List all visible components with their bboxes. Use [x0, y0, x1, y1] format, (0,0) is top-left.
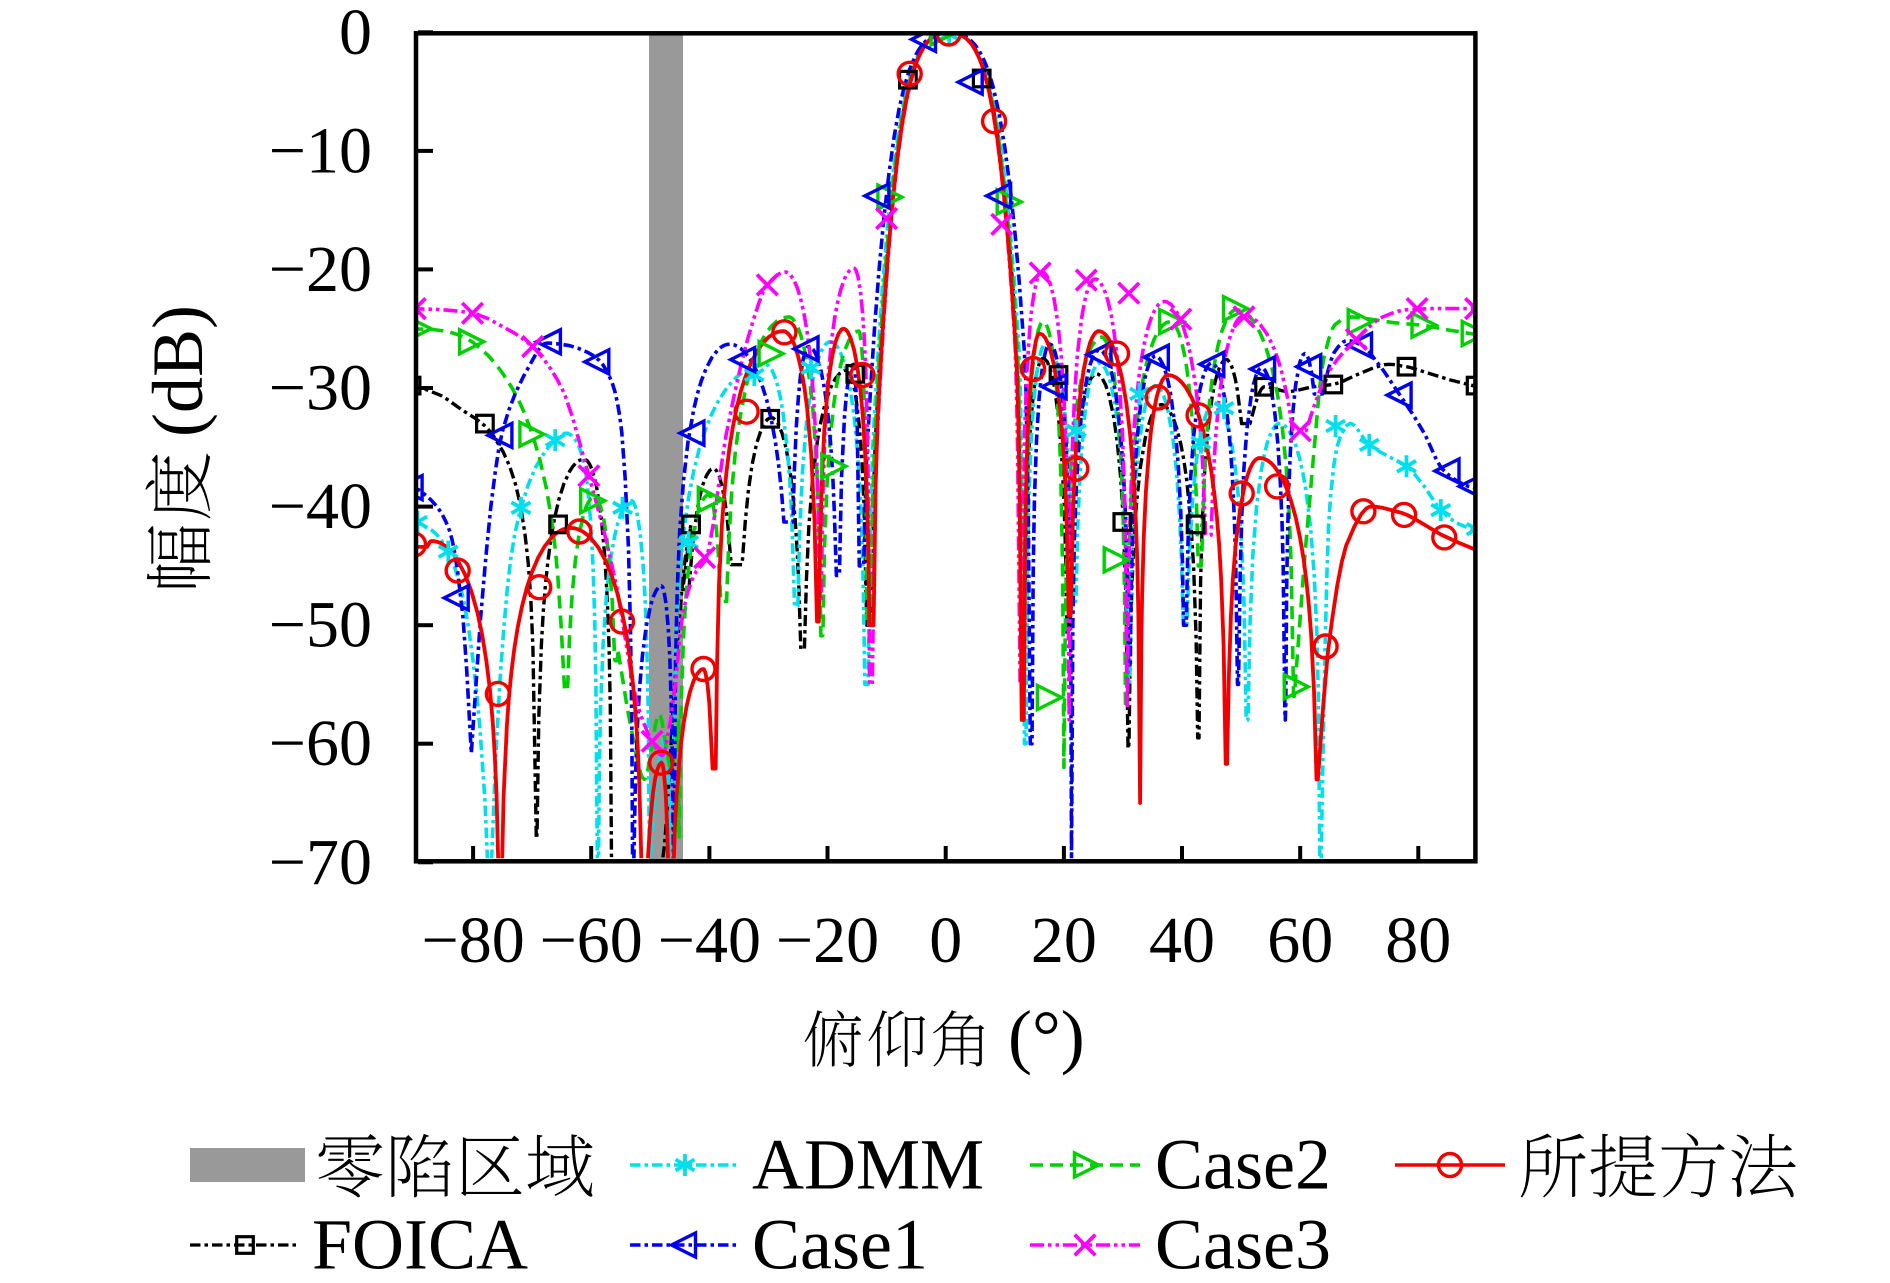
- svg-text:−60: −60: [269, 707, 372, 780]
- svg-text:20: 20: [1031, 904, 1097, 977]
- svg-text:−70: −70: [269, 826, 372, 899]
- svg-text:0: 0: [929, 904, 962, 977]
- svg-text:−80: −80: [421, 904, 524, 977]
- svg-text:−10: −10: [269, 114, 372, 187]
- svg-text:−30: −30: [269, 352, 372, 425]
- svg-text:FOICA: FOICA: [312, 1205, 528, 1279]
- svg-text:−40: −40: [658, 904, 761, 977]
- svg-text:−20: −20: [776, 904, 879, 977]
- svg-text:Case3: Case3: [1155, 1205, 1331, 1279]
- svg-text:−20: −20: [269, 233, 372, 306]
- svg-text:−60: −60: [540, 904, 643, 977]
- svg-text:Case1: Case1: [752, 1205, 928, 1279]
- svg-text:60: 60: [1267, 904, 1333, 977]
- svg-text:Case2: Case2: [1155, 1125, 1331, 1205]
- svg-text:0: 0: [339, 0, 372, 69]
- svg-text:(dB): (dB): [138, 305, 218, 437]
- svg-text:−50: −50: [269, 589, 372, 662]
- svg-text:(°): (°): [1008, 996, 1085, 1076]
- svg-text:40: 40: [1149, 904, 1215, 977]
- svg-text:80: 80: [1385, 904, 1451, 977]
- svg-text:ADMM: ADMM: [752, 1125, 984, 1205]
- svg-text:−40: −40: [269, 470, 372, 543]
